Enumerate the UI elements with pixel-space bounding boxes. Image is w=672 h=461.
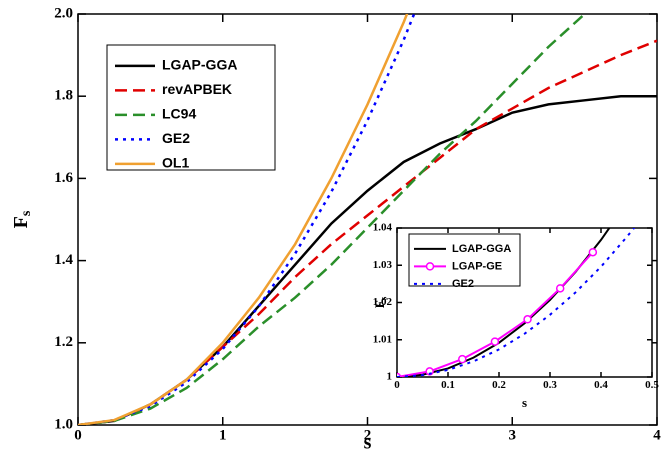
x-tick-label: 2 <box>364 428 372 444</box>
x-tick-label: 0.3 <box>543 379 557 391</box>
x-tick-label: 1 <box>219 428 227 444</box>
x-tick-label: 4 <box>653 428 661 444</box>
y-tick-label: 1.0 <box>54 416 73 432</box>
data-point <box>490 337 500 346</box>
y-tick-label: 1.2 <box>54 334 73 350</box>
y-tick-label: 1.4 <box>54 252 73 268</box>
y-tick-label: 1 <box>387 371 393 383</box>
x-tick-label: 0 <box>74 428 82 444</box>
x-tick-label: 0 <box>394 379 400 391</box>
legend-label: OL1 <box>162 155 189 171</box>
data-point <box>588 247 598 257</box>
legend-box <box>408 233 521 287</box>
y-tick-label: 1.03 <box>373 259 393 271</box>
x-axis-label: s <box>364 432 372 454</box>
series-line <box>78 39 657 425</box>
series-line <box>78 14 409 425</box>
series-group <box>397 228 636 377</box>
data-point <box>458 354 467 364</box>
series-group <box>78 14 657 425</box>
legend-label: LC94 <box>162 106 196 122</box>
x-tick-label: 3 <box>509 428 517 444</box>
data-point <box>523 315 532 324</box>
y-tick-label: 1.01 <box>373 333 392 345</box>
legend-label: LGAP-GGA <box>452 243 511 255</box>
y-axis-label: Fs <box>372 296 388 308</box>
x-axis-label: s <box>522 395 527 410</box>
legend-label: LGAP-GE <box>452 260 502 272</box>
data-point <box>555 284 565 293</box>
series-line <box>397 228 636 377</box>
y-axis-label-main: F <box>10 216 32 228</box>
legend-marker <box>425 262 435 271</box>
y-tick-label: 2.0 <box>54 5 73 21</box>
x-tick-label: 0.2 <box>492 379 506 391</box>
y-tick-label: 1.8 <box>54 88 73 104</box>
y-axis-label-main: F <box>372 300 387 308</box>
legend-label: revAPBEK <box>162 81 232 97</box>
series-line <box>78 14 587 425</box>
y-tick-label: 1.6 <box>54 170 73 186</box>
y-axis-label: Fs <box>10 210 35 228</box>
y-axis-label-sub: s <box>378 296 388 300</box>
x-tick-label: 0.5 <box>645 379 659 391</box>
x-tick-label: 0.1 <box>441 379 455 391</box>
y-tick-label: 1.02 <box>373 296 393 308</box>
y-tick-label: 1.04 <box>373 222 393 234</box>
legend-label: GE2 <box>452 278 474 290</box>
legend-label: GE2 <box>162 130 190 146</box>
legend-label: LGAP-GGA <box>162 57 237 73</box>
x-tick-label: 0.4 <box>594 379 608 391</box>
y-axis-label-sub: s <box>19 210 34 216</box>
